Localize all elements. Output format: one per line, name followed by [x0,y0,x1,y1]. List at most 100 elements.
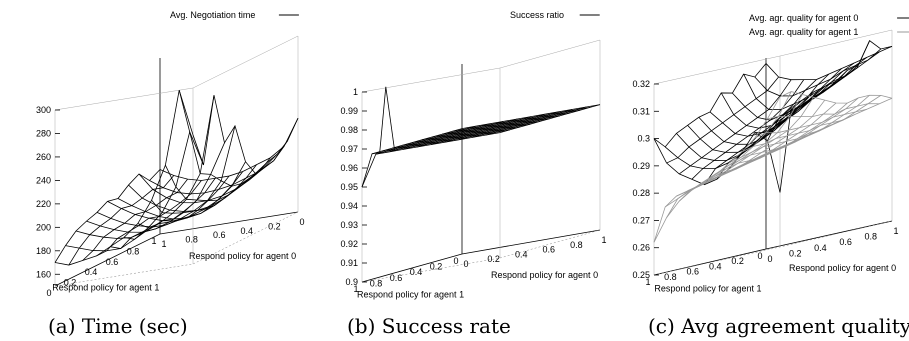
x-tick-label: 0.6 [839,237,852,247]
panel-agreement-quality: 0.25 0.26 0.27 0.28 0.29 0.3 0.31 0.32 1 0.8 0.6 0.… [632,13,909,293]
surface-col-line [742,114,855,153]
y-tick-label: 0.6 [687,267,700,277]
caption-c: (c) Avg agreement quality [648,314,909,338]
x-tick-label: 0.8 [570,240,583,250]
surface-col-line [151,164,257,214]
x-axis-label: Respond policy for agent 0 [491,270,598,280]
z-tick-label: 0.3 [637,134,650,144]
x-axis-label: Respond policy for agent 0 [189,251,296,261]
z-tick-label: 0.96 [340,163,358,173]
z-tick-label: 280 [36,128,51,138]
z-tick-label: 0.9 [345,277,358,287]
surface-col-line [666,147,779,218]
z-tick-label: 0.28 [632,188,650,198]
y-tick-label: 0.4 [85,267,98,277]
x-tick-label: 0.2 [487,254,500,264]
legend-label: Avg. Negotiation time [170,10,255,20]
spike-peak [379,86,395,152]
x-tick-label: 1 [601,235,606,245]
y-tick-label: 1 [151,236,156,246]
z-tick-label: 180 [36,246,51,256]
x-tick-label: 0.4 [515,249,528,259]
y-tick-label: 0.2 [430,262,443,272]
surface-col-line [417,118,518,148]
surface-col-line [68,175,175,266]
z-tick-label: 0.26 [632,243,650,253]
box-top-edges [653,29,893,85]
surface-col-line [361,128,463,188]
surface-row-line [664,91,792,208]
y-tick-label: 0 [453,256,458,266]
surface-col-line [666,76,779,164]
x-tick-label: 1 [893,226,898,236]
legend-label: Avg. agr. quality for agent 0 [749,13,858,23]
caption-b: (b) Success rate [347,314,511,338]
z-tick-label: 220 [36,199,51,209]
surface-col-line [678,79,792,175]
surface-col-line [779,40,893,193]
z-tick-label: 0.93 [340,220,358,230]
y-tick-label: 0.6 [106,257,119,267]
x-tick-label: 0.4 [241,226,254,236]
y-tick-label: 0.4 [709,261,722,271]
surface-col-line [767,103,880,120]
y-axis-label: Respond policy for agent 1 [357,289,464,299]
x-tick-label: 0.6 [543,245,556,255]
y-tick-label: 0 [46,288,51,298]
surface-row-line [65,130,204,252]
surface-row-line [149,140,288,195]
surface-row-line [743,94,870,165]
surface-col-line [691,79,805,180]
x-tick-label: 0 [767,254,772,264]
y-tick-label: 0.8 [370,278,383,288]
surface-col-line [82,178,188,261]
x-tick-label: 0.8 [185,235,198,245]
surface-col-line [653,63,767,148]
surface-col-line [192,95,299,175]
z-tick-label: 260 [36,152,51,162]
z-tick-label: 0.29 [632,161,650,171]
surface-col-line [165,157,271,202]
surface-col-line [691,136,804,191]
surface-col-line [123,175,230,240]
caption-a: (a) Time (sec) [48,314,188,338]
surface-row-line [86,142,225,233]
surface-row-line [765,46,893,81]
x-tick-label: 0.4 [814,243,827,253]
y-tick-label: 1 [353,284,358,294]
surface-col-line [375,125,476,155]
x-axis-label: Respond policy for agent 0 [789,263,896,273]
y-tick-label: 0.8 [664,272,677,282]
surface-col-line [458,111,559,141]
y-tick-label: 1 [645,277,650,287]
surface-col-line [54,169,161,263]
surface-col-line [96,180,202,257]
legend-label: Avg. agr. quality for agent 1 [749,27,858,37]
z-tick-label: 0.97 [340,144,358,154]
z-tick-label: 0.27 [632,215,650,225]
z-tick-label: 0.32 [632,79,650,89]
y-tick-label: 0.8 [127,246,140,256]
surface-col-line [716,125,830,175]
surface-col-line [653,153,767,243]
surface-col-line [754,108,867,139]
z-tick-label: 0.31 [632,106,650,116]
y-tick-label: 0.4 [410,267,423,277]
surface-col-line [430,116,532,145]
z-tick-label: 300 [36,105,51,115]
surface-row-line [653,96,781,243]
floor-back-edges [54,211,299,287]
x-tick-label: 0.2 [268,221,281,231]
z-tick-label: 160 [36,269,51,279]
surface-col-line [486,106,587,136]
z-tick-label: 0.99 [340,106,358,116]
surface-col-line [403,121,504,150]
surface-row-line [653,131,781,193]
z-tick-label: 200 [36,222,51,232]
surface-col-line [110,178,216,249]
surface-col-line [178,90,285,187]
surface-col-line [704,131,817,183]
surface-col-line [779,91,893,104]
z-tick-label: 0.92 [340,239,358,249]
